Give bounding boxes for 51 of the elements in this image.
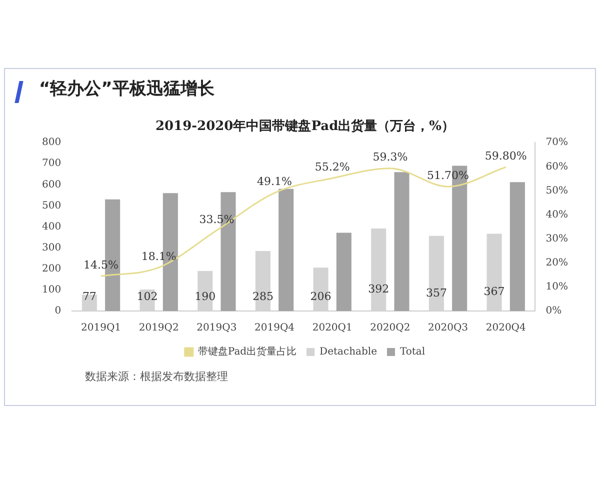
x-tick-label: 2019Q3 [196,322,237,334]
bar [510,182,525,311]
y2-tick-label: 20% [546,257,568,268]
x-tick-label: 2020Q1 [312,322,352,334]
data-label: 14.5% [84,258,118,272]
bar [278,188,294,311]
y-tick-label: 400 [42,221,62,232]
data-label: 49.1% [257,175,292,188]
data-label: 18.1% [141,250,176,263]
legend-label: Detachable [320,346,378,358]
y2-tick-label: 10% [546,282,568,293]
chart-subtitle: 2019-2020年中国带键盘Pad出货量（万台，%） [155,118,455,134]
bar [394,172,410,311]
data-label: 55.2% [314,160,350,174]
data-label: 357 [426,286,447,300]
data-label: 51.70% [427,168,469,182]
legend-label: Total [400,346,426,358]
legend-label: 带键盘Pad出货量占比 [198,346,297,358]
x-tick-label: 2019Q4 [254,322,295,334]
y2-tick-label: 0% [546,306,562,317]
y-tick-label: 0 [54,306,62,317]
y-tick-label: 200 [42,263,62,274]
x-tick-label: 2020Q4 [486,322,526,334]
data-label: 190 [194,290,216,303]
y-tick-label: 500 [42,200,62,212]
data-label: 392 [368,282,390,296]
data-label: 285 [252,290,274,303]
y-tick-label: 300 [42,242,62,254]
data-label: 33.5% [199,212,234,226]
data-label: 102 [136,290,158,303]
data-label: 367 [484,285,505,298]
y-tick-label: 100 [42,284,62,296]
chart-title: “轻办公”平板迅猛增长 [39,78,214,100]
x-tick-label: 2020Q3 [428,322,468,334]
data-label: 59.80% [484,150,527,162]
y2-tick-label: 40% [546,209,568,220]
x-tick-label: 2019Q2 [138,322,179,334]
y2-tick-label: 30% [546,233,568,244]
y2-tick-label: 70% [546,137,568,148]
data-label: 59.3% [372,150,408,164]
x-tick-label: 2020Q2 [370,322,410,334]
y-tick-label: 800 [42,137,62,148]
y-tick-label: 700 [42,158,62,170]
y2-tick-label: 50% [546,185,568,196]
source-note: 数据来源：根据发布数据整理 [85,369,228,384]
data-label: 206 [310,290,332,303]
bar [336,232,352,311]
data-label: 77 [82,290,96,303]
y-tick-label: 600 [42,179,62,190]
y2-tick-label: 60% [546,161,568,172]
x-tick-label: 2019Q1 [80,322,122,334]
